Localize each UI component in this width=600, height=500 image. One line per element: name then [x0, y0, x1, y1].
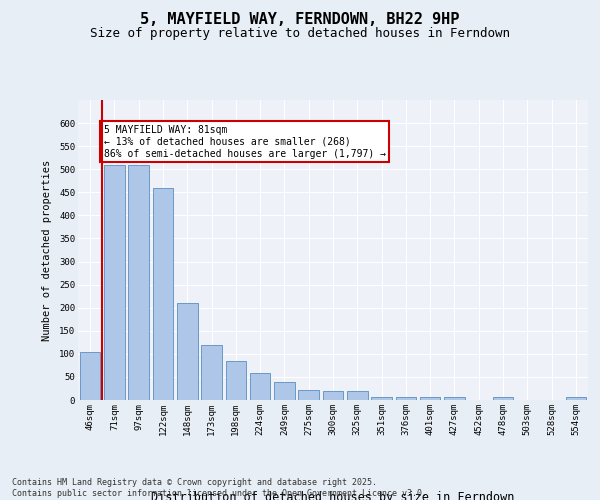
Bar — [347, 391, 368, 400]
Bar — [323, 391, 343, 400]
Bar — [152, 188, 173, 400]
Text: 5, MAYFIELD WAY, FERNDOWN, BH22 9HP: 5, MAYFIELD WAY, FERNDOWN, BH22 9HP — [140, 12, 460, 28]
Bar — [250, 373, 271, 400]
Bar — [444, 397, 465, 400]
Text: Size of property relative to detached houses in Ferndown: Size of property relative to detached ho… — [90, 28, 510, 40]
Bar — [371, 397, 392, 400]
Bar — [201, 344, 222, 400]
Bar — [177, 303, 197, 400]
X-axis label: Distribution of detached houses by size in Ferndown: Distribution of detached houses by size … — [151, 490, 515, 500]
Bar — [420, 397, 440, 400]
Bar — [104, 164, 125, 400]
Bar — [274, 382, 295, 400]
Bar — [566, 397, 586, 400]
Bar — [298, 390, 319, 400]
Text: 5 MAYFIELD WAY: 81sqm
← 13% of detached houses are smaller (268)
86% of semi-det: 5 MAYFIELD WAY: 81sqm ← 13% of detached … — [104, 126, 386, 158]
Text: Contains HM Land Registry data © Crown copyright and database right 2025.
Contai: Contains HM Land Registry data © Crown c… — [12, 478, 427, 498]
Bar — [128, 164, 149, 400]
Bar — [395, 397, 416, 400]
Bar — [493, 397, 514, 400]
Y-axis label: Number of detached properties: Number of detached properties — [42, 160, 52, 340]
Bar — [80, 352, 100, 400]
Bar — [226, 361, 246, 400]
